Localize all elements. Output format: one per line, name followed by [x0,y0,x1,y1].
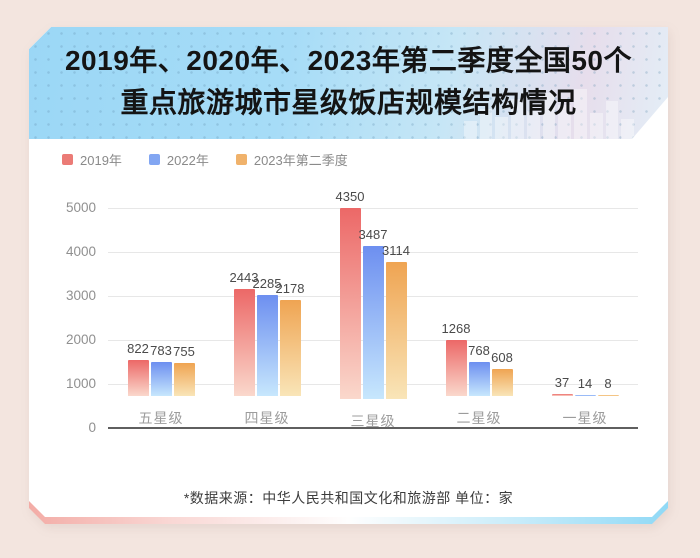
category-label: 五星级 [138,410,184,426]
page-title-line-2: 重点旅游城市星级饭店规模结构情况 [120,87,577,118]
chart-legend: 2019年 2022年 2023年第二季度 [62,150,348,169]
bar-slot: 3114 [386,262,407,399]
bar-value-label: 755 [173,344,195,359]
chart-card-wrapper: 2019年、2020年、2023年第二季度全国50个 重点旅游城市星级饭店规模结… [29,27,668,517]
bar-2023年第二季度-五星级 [174,363,195,396]
bar-slot: 822 [128,360,149,396]
bar-2019年-二星级 [446,340,467,396]
y-axis-tick-label: 0 [88,420,96,435]
bar-chart-plot-area: 0 1000 2000 3000 4000 5000 822 783 755 五星级 2443 228… [108,208,638,428]
bar-slot: 608 [492,369,513,396]
bar-group-一星级: 37 14 8 一星级 [532,208,638,428]
page-title-line-1: 2019年、2020年、2023年第二季度全国50个 [64,45,632,76]
bar-value-label: 2285 [252,276,282,291]
legend-swatch-icon [149,154,160,165]
bar-groups: 822 783 755 五星级 2443 2285 2178 四星级 4350 3487 3114 三… [108,208,638,428]
bar-group-五星级: 822 783 755 五星级 [108,208,214,428]
bar-slot: 2443 [234,289,255,396]
y-axis-tick-label: 2000 [65,332,96,347]
bar-value-label: 783 [150,343,172,358]
bar-slot: 14 [575,395,596,396]
legend-item-0: 2019年 [62,150,122,169]
page-title: 2019年、2020年、2023年第二季度全国50个 重点旅游城市星级饭店规模结… [29,27,668,124]
bar-2022年-三星级 [363,246,384,399]
bar-2022年-二星级 [469,362,490,396]
y-axis-tick-label: 4000 [65,244,96,259]
legend-label: 2023年第二季度 [253,153,348,168]
gridline [108,208,638,209]
bar-slot: 3487 [363,246,384,399]
bar-value-label: 2443 [229,270,259,285]
bar-slot: 8 [598,395,619,396]
legend-swatch-icon [62,154,73,165]
data-source-note: *数据来源：中华人民共和国文化和旅游部 单位：家 [183,490,514,506]
category-label: 四星级 [244,410,290,426]
bar-2023年第二季度-三星级 [386,262,407,399]
legend-label: 2022年 [166,153,209,168]
bar-2023年第二季度-二星级 [492,369,513,396]
bar-slot: 37 [552,394,573,396]
bar-2019年-一星级 [552,394,573,396]
bar-slot: 2178 [280,300,301,396]
bar-slot: 768 [469,362,490,396]
y-axis-tick-label: 1000 [65,376,96,391]
bar-group-四星级: 2443 2285 2178 四星级 [214,208,320,428]
bar-group-二星级: 1268 768 608 二星级 [426,208,532,428]
bars-row: 37 14 8 [532,208,638,396]
bar-value-label: 14 [577,376,593,391]
bar-2023年第二季度-一星级 [598,395,619,396]
bar-2022年-一星级 [575,395,596,396]
bar-value-label: 37 [554,375,570,390]
legend-item-1: 2022年 [149,150,209,169]
bar-value-label: 2178 [275,281,305,296]
category-label: 一星级 [562,410,608,426]
bars-row: 2443 2285 2178 [214,208,320,396]
x-axis-line [108,427,638,429]
bar-value-label: 768 [468,343,490,358]
legend-item-2: 2023年第二季度 [236,150,348,169]
bar-slot: 755 [174,363,195,396]
chart-card: 2019年、2020年、2023年第二季度全国50个 重点旅游城市星级饭店规模结… [29,27,668,517]
bar-slot: 4350 [340,208,361,399]
y-axis-tick-label: 5000 [65,200,96,215]
category-label: 三星级 [350,413,396,429]
legend-swatch-icon [236,154,247,165]
legend-label: 2019年 [80,153,122,168]
title-banner: 2019年、2020年、2023年第二季度全国50个 重点旅游城市星级饭店规模结… [29,27,668,139]
y-axis-tick-label: 3000 [65,288,96,303]
bars-row: 822 783 755 [108,208,214,396]
bar-value-label: 1268 [441,321,471,336]
bar-2022年-四星级 [257,295,278,396]
bar-group-三星级: 4350 3487 3114 三星级 [320,208,426,428]
bar-2019年-四星级 [234,289,255,396]
bar-2022年-五星级 [151,362,172,396]
bar-slot: 2285 [257,295,278,396]
bar-value-label: 8 [604,376,612,391]
bar-value-label: 822 [127,341,149,356]
category-label: 二星级 [456,410,502,426]
bar-2019年-三星级 [340,208,361,399]
bars-row: 1268 768 608 [426,208,532,396]
bars-row: 4350 3487 3114 [320,208,426,399]
bar-value-label: 4350 [335,189,365,204]
bar-slot: 1268 [446,340,467,396]
bar-2023年第二季度-四星级 [280,300,301,396]
bar-slot: 783 [151,362,172,396]
skyline-watermark [464,85,634,139]
bar-value-label: 3487 [358,227,388,242]
bar-value-label: 3114 [382,243,410,258]
bar-2019年-五星级 [128,360,149,396]
bar-value-label: 608 [491,350,513,365]
